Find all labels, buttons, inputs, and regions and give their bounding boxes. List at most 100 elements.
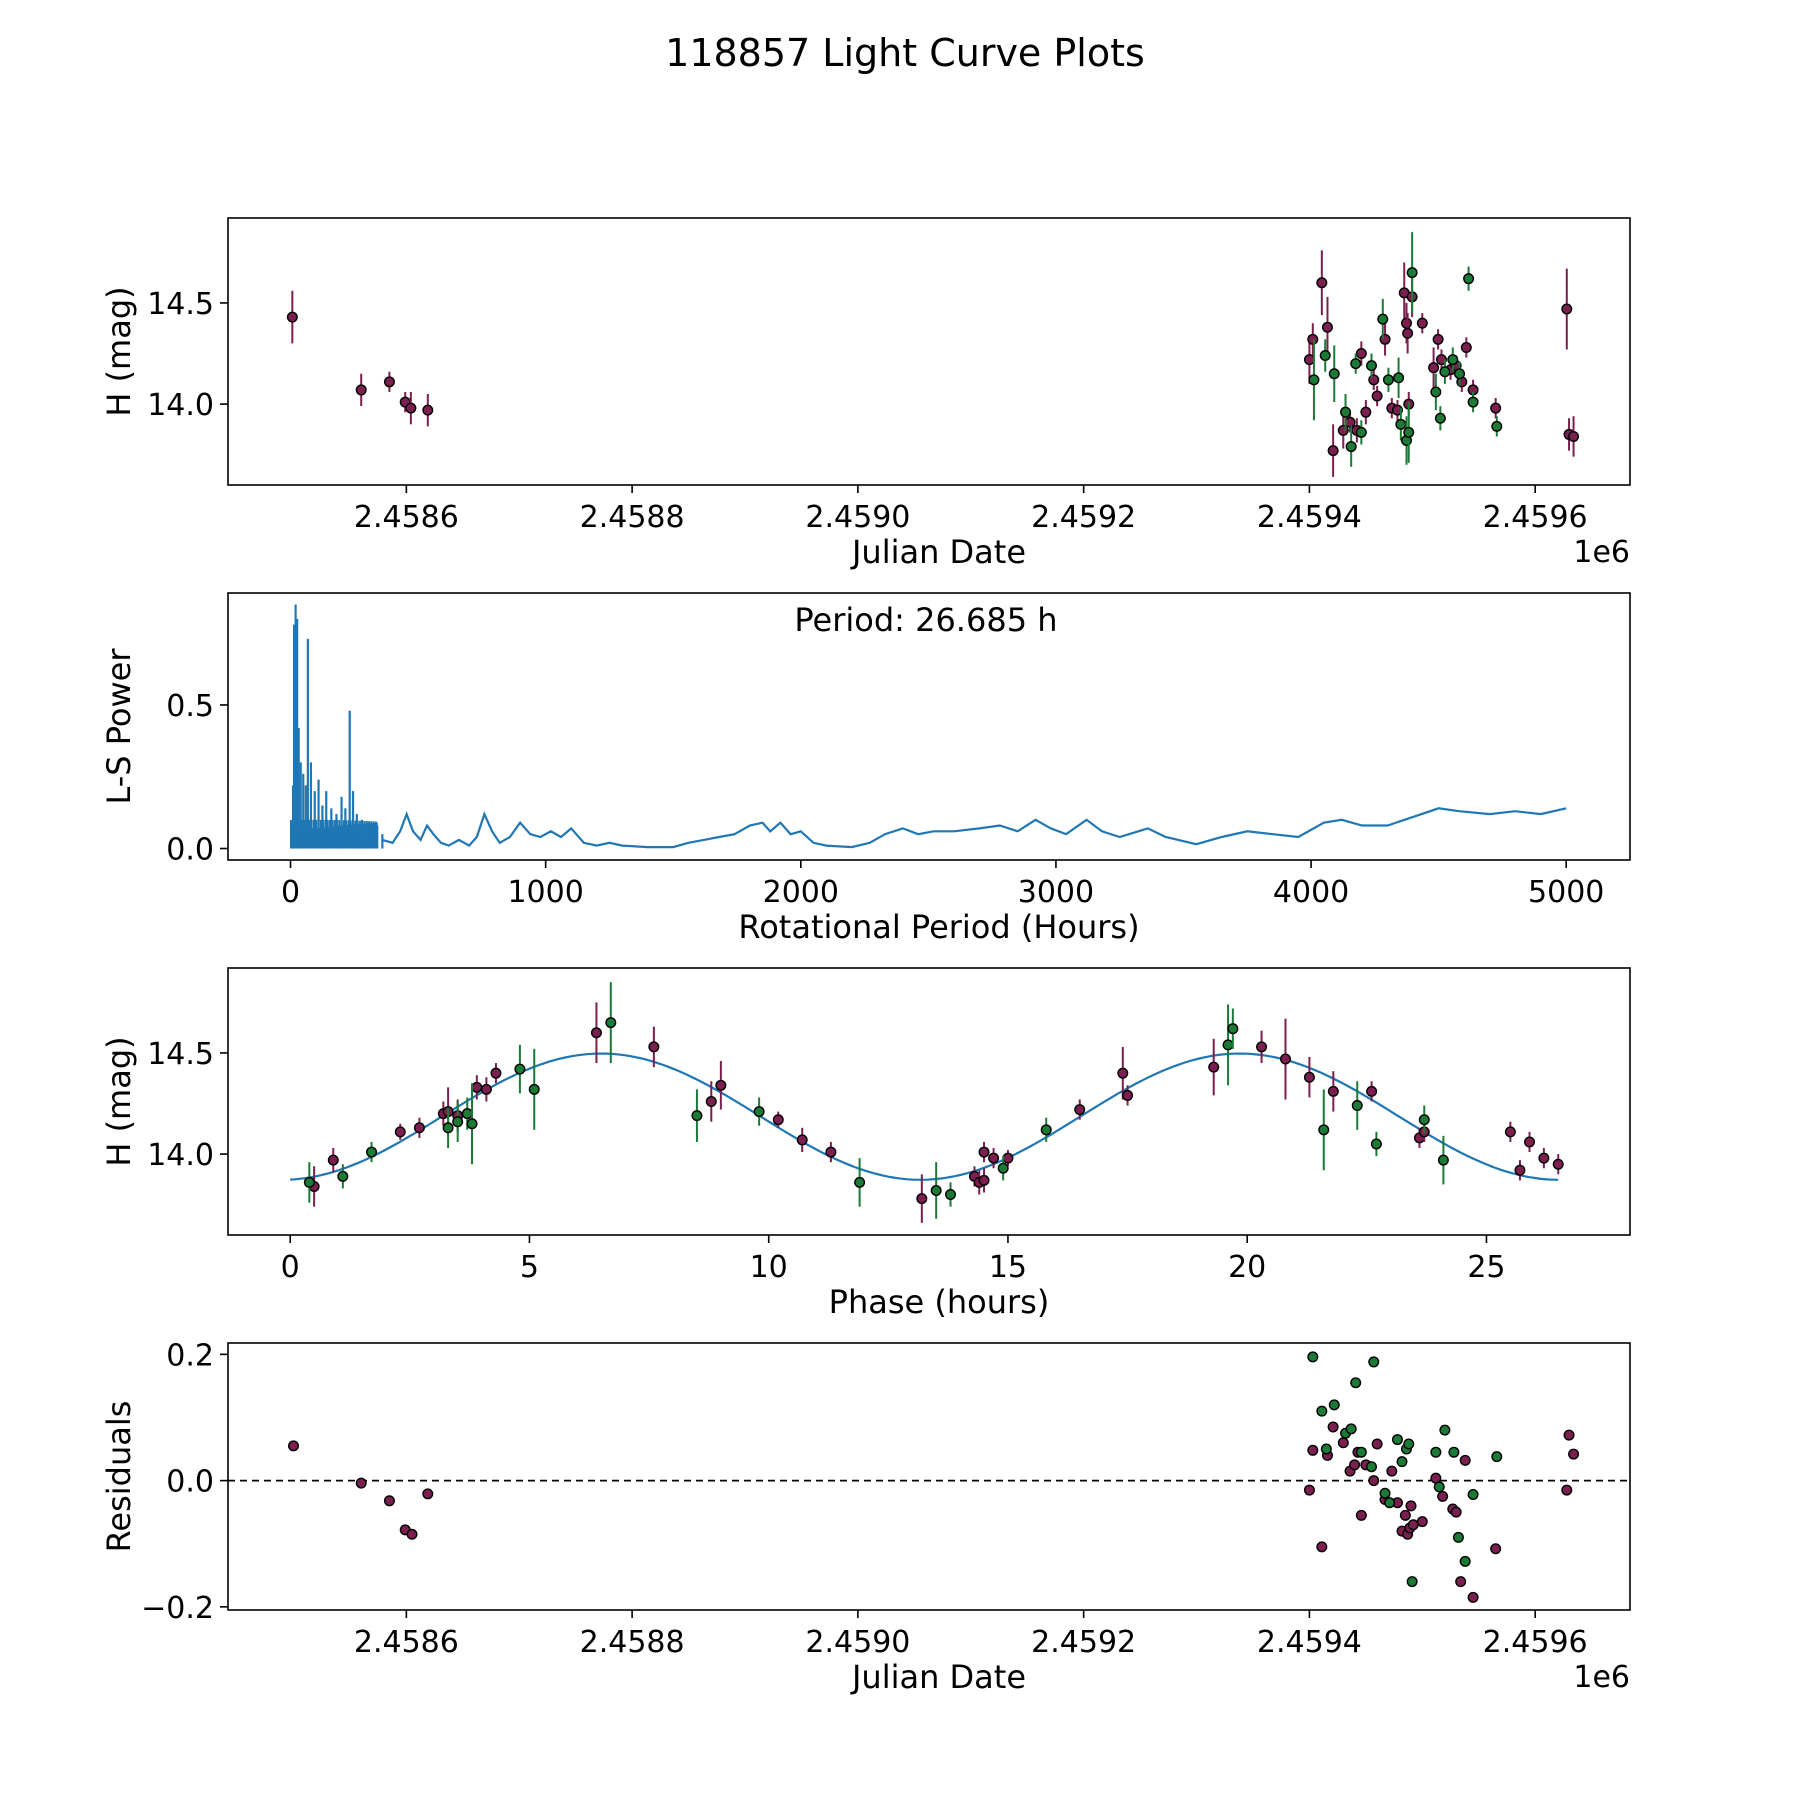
data-point: [1349, 1459, 1361, 1471]
data-point: [1384, 1497, 1396, 1509]
phase-ytick-label: 14.0: [147, 1138, 214, 1173]
resid-ylabel: Residuals: [100, 1401, 138, 1553]
data-point: [978, 1146, 990, 1158]
data-point: [1227, 1023, 1239, 1035]
ls-periodogram: [290, 604, 1567, 849]
data-point: [1345, 441, 1357, 453]
lc-series-magenta: [286, 250, 1580, 477]
data-point: [648, 1041, 660, 1053]
data-point: [605, 1017, 617, 1029]
data-point: [715, 1079, 727, 1091]
resid-xtick-label: 2.4590: [805, 1625, 910, 1660]
data-point: [930, 1184, 942, 1196]
data-point: [1382, 374, 1394, 386]
data-point: [1350, 1377, 1362, 1389]
ls-ylabel: L-S Power: [100, 648, 138, 805]
phase-series-magenta: [308, 1002, 1564, 1223]
data-point: [466, 1118, 478, 1130]
data-point: [1307, 1444, 1319, 1456]
data-point: [406, 1528, 418, 1540]
data-point: [1321, 321, 1333, 333]
data-point: [1344, 416, 1356, 428]
data-point: [1316, 1541, 1328, 1553]
data-point: [1379, 1487, 1391, 1499]
panel-lc: 2.4586 2.4588 2.4590 2.4592 2.4594 2.4596 14.0…: [100, 217, 1631, 571]
data-point: [1355, 1446, 1367, 1458]
data-point: [1459, 1454, 1471, 1466]
resid-xtick-label: 2.4586: [354, 1625, 459, 1660]
data-point: [1448, 1446, 1460, 1458]
data-point: [286, 311, 298, 323]
phase-ytick-label: 14.5: [147, 1037, 214, 1072]
data-point: [1328, 368, 1340, 380]
data-point: [997, 1162, 1009, 1174]
ls-xtick-label: 5000: [1528, 875, 1604, 910]
data-point: [1340, 406, 1352, 418]
data-point: [1365, 1461, 1377, 1473]
lc-xtick-label: 2.4590: [805, 500, 910, 535]
resid-xtick-label: 2.4594: [1257, 1625, 1362, 1660]
ls-xtick-label: 0: [281, 875, 300, 910]
data-point: [1460, 341, 1472, 353]
phase-model-curve: [290, 1052, 1559, 1181]
data-point: [1552, 1158, 1564, 1170]
data-point: [1350, 358, 1362, 370]
data-point: [978, 1174, 990, 1186]
data-point: [1514, 1164, 1526, 1176]
data-point: [1122, 1089, 1134, 1101]
resid-xtick-label: 2.4592: [1031, 1625, 1136, 1660]
ls-xtick-label: 2000: [763, 875, 839, 910]
data-point: [1459, 1555, 1471, 1567]
data-point: [1407, 1519, 1419, 1531]
data-point: [528, 1083, 540, 1095]
data-point: [1368, 1356, 1380, 1368]
lc-xtick-label: 2.4586: [354, 500, 459, 535]
data-point: [1406, 267, 1418, 279]
data-point: [480, 1083, 492, 1095]
data-point: [383, 376, 395, 388]
data-point: [1428, 362, 1440, 374]
data-point: [1463, 273, 1475, 285]
data-point: [1327, 1421, 1339, 1433]
data-point: [1491, 420, 1503, 432]
resid-ytick-label: 0.2: [166, 1338, 214, 1373]
data-point: [1355, 348, 1367, 360]
data-point: [1371, 390, 1383, 402]
figure-title: 118857 Light Curve Plots: [665, 31, 1145, 75]
data-point: [772, 1114, 784, 1126]
data-point: [1437, 1154, 1449, 1166]
lc-xtick-label: 2.4596: [1483, 500, 1588, 535]
data-point: [1418, 1114, 1430, 1126]
phase-xtick-label: 20: [1228, 1250, 1266, 1285]
data-point: [1368, 1475, 1380, 1487]
data-point: [691, 1110, 703, 1122]
data-point: [1400, 317, 1412, 329]
data-point: [1307, 333, 1319, 345]
data-point: [1371, 1438, 1383, 1450]
data-point: [1327, 1085, 1339, 1097]
data-point: [1320, 1443, 1332, 1455]
lc-xtick-label: 2.4594: [1257, 500, 1362, 535]
data-point: [413, 1122, 425, 1134]
data-point: [796, 1134, 808, 1146]
data-point: [1399, 1509, 1411, 1521]
data-point: [1345, 1423, 1357, 1435]
data-point: [1395, 418, 1407, 430]
data-point: [1568, 1448, 1580, 1460]
data-point: [916, 1193, 928, 1205]
phase-ylabel: H (mag): [100, 1036, 138, 1166]
data-point: [1327, 445, 1339, 457]
data-point: [1308, 374, 1320, 386]
ls-xtick-label: 1000: [507, 875, 583, 910]
data-point: [1040, 1124, 1052, 1136]
lc-series-green: [1308, 232, 1503, 467]
resid-series-magenta: [287, 1421, 1580, 1603]
data-point: [1490, 1543, 1502, 1555]
data-point: [1439, 1424, 1451, 1436]
data-point: [1538, 1152, 1550, 1164]
data-point: [945, 1189, 957, 1201]
data-point: [383, 1495, 395, 1507]
data-point: [1433, 1481, 1445, 1493]
resid-axes-frame: [227, 1342, 1631, 1611]
